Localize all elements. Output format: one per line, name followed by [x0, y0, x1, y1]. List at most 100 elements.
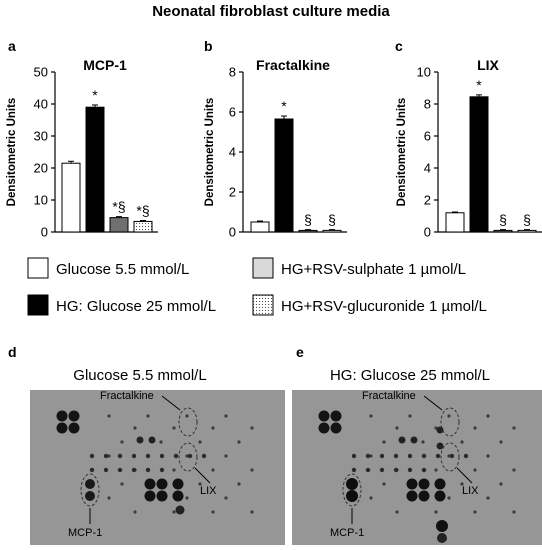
blot-shade	[292, 390, 542, 545]
blot-spot	[131, 467, 137, 473]
mcp1-label: MCP-1	[68, 527, 102, 539]
blot-spot	[369, 414, 373, 418]
blot-spot	[133, 510, 137, 514]
blot-spot	[117, 467, 123, 473]
panel-letter-d: d	[8, 344, 17, 360]
blot-spot	[103, 453, 109, 459]
bar	[61, 162, 81, 233]
y-tick-label: 8	[229, 65, 236, 80]
blot-spot	[463, 453, 469, 459]
blot-spot	[159, 467, 165, 473]
blot-spot	[144, 490, 156, 502]
significance-label: *	[281, 98, 287, 114]
chart-lix: LIX Densitometric Units 0 2 4 6 8 10 * § §	[396, 57, 542, 240]
blot-spot	[460, 482, 464, 486]
significance-label: §	[328, 212, 336, 228]
blot-spot	[460, 440, 464, 444]
blot-spot	[120, 482, 124, 486]
blot-spot	[211, 468, 215, 472]
blot-spot	[172, 468, 176, 472]
y-tick-label: 6	[424, 129, 431, 144]
blot-spot	[224, 496, 228, 500]
blot-spot	[185, 496, 189, 500]
blot-spot	[406, 478, 418, 490]
bar	[85, 106, 105, 233]
blot-shade	[30, 390, 285, 545]
blot-spot	[56, 422, 68, 434]
blot-spot	[250, 426, 254, 430]
blot-spot	[447, 414, 451, 418]
panel-letter-b: b	[204, 38, 213, 54]
blot-spot	[379, 453, 385, 459]
blot-spot	[436, 442, 444, 450]
panel-letter-c: c	[395, 38, 403, 54]
blot-spot	[369, 496, 373, 500]
significance-label: *§	[112, 199, 125, 215]
y-tick-label: 2	[424, 193, 431, 208]
blot-spot	[107, 454, 111, 458]
bar	[250, 221, 270, 233]
blot-spot	[393, 453, 399, 459]
blot-spot	[436, 520, 448, 532]
blot-spot	[382, 440, 386, 444]
legend-swatch-glucuronide	[252, 294, 274, 316]
blot-spot	[512, 468, 516, 472]
blot-spot	[434, 478, 446, 490]
blot-spot	[398, 436, 406, 444]
blot-spot	[159, 453, 165, 459]
blot-spot	[103, 467, 109, 473]
blot-spot	[198, 482, 202, 486]
y-tick-label: 8	[424, 97, 431, 112]
blot-spot	[447, 454, 451, 458]
blot-spot	[173, 453, 179, 459]
significance-label: §	[304, 212, 312, 228]
blot-spot	[382, 482, 386, 486]
bar	[445, 212, 465, 233]
blot-spot	[473, 510, 477, 514]
blot-spot	[145, 467, 151, 473]
figure-title: Neonatal fibroblast culture media	[152, 3, 390, 20]
mcp1-label: MCP-1	[330, 527, 364, 539]
y-axis-label: Densitometric Units	[6, 98, 18, 207]
y-tick-label: 2	[229, 185, 236, 200]
blot-spot	[486, 496, 490, 500]
blot-title-d: Glucose 5.5 mmol/L	[73, 367, 206, 384]
blot-spot	[145, 453, 151, 459]
legend-label-glucuronide: HG+RSV-glucuronide 1 µmol/L	[281, 298, 487, 315]
bar	[133, 220, 153, 233]
blot-spot	[435, 453, 441, 459]
blot-spot	[187, 453, 193, 459]
lix-label: LIX	[462, 485, 479, 497]
bar	[298, 229, 318, 233]
blot-image-e: Fractalkine LIX MCP-1	[292, 390, 542, 545]
blot-spot	[237, 482, 241, 486]
blot-spot	[85, 479, 95, 489]
blot-spot	[330, 422, 342, 434]
fractalkine-arrow	[161, 395, 181, 411]
blot-spot	[351, 467, 357, 473]
blot-spot	[369, 454, 373, 458]
blot-spot	[172, 510, 176, 514]
blot-spot	[434, 510, 438, 514]
blot-spot	[185, 414, 189, 418]
blot-spot	[68, 422, 80, 434]
blot-spot	[156, 490, 168, 502]
blot-spot	[117, 453, 123, 459]
bar	[322, 229, 342, 233]
bar	[493, 229, 513, 233]
legend-label-hg: HG: Glucose 25 mmol/L	[56, 298, 216, 315]
blot-spot	[499, 440, 503, 444]
y-tick-label: 20	[34, 161, 48, 176]
blot-spot	[120, 440, 124, 444]
blot-spot	[393, 467, 399, 473]
y-tick-label: 0	[229, 225, 236, 240]
blot-spot	[436, 426, 444, 434]
fractalkine-label: Fractalkine	[100, 390, 154, 402]
bar	[109, 217, 129, 233]
blot-spot	[407, 453, 413, 459]
y-tick-label: 4	[424, 161, 431, 176]
blot-spot	[144, 478, 156, 490]
blot-spot	[224, 414, 228, 418]
lix-label: LIX	[200, 485, 217, 497]
blot-spot	[421, 440, 425, 444]
